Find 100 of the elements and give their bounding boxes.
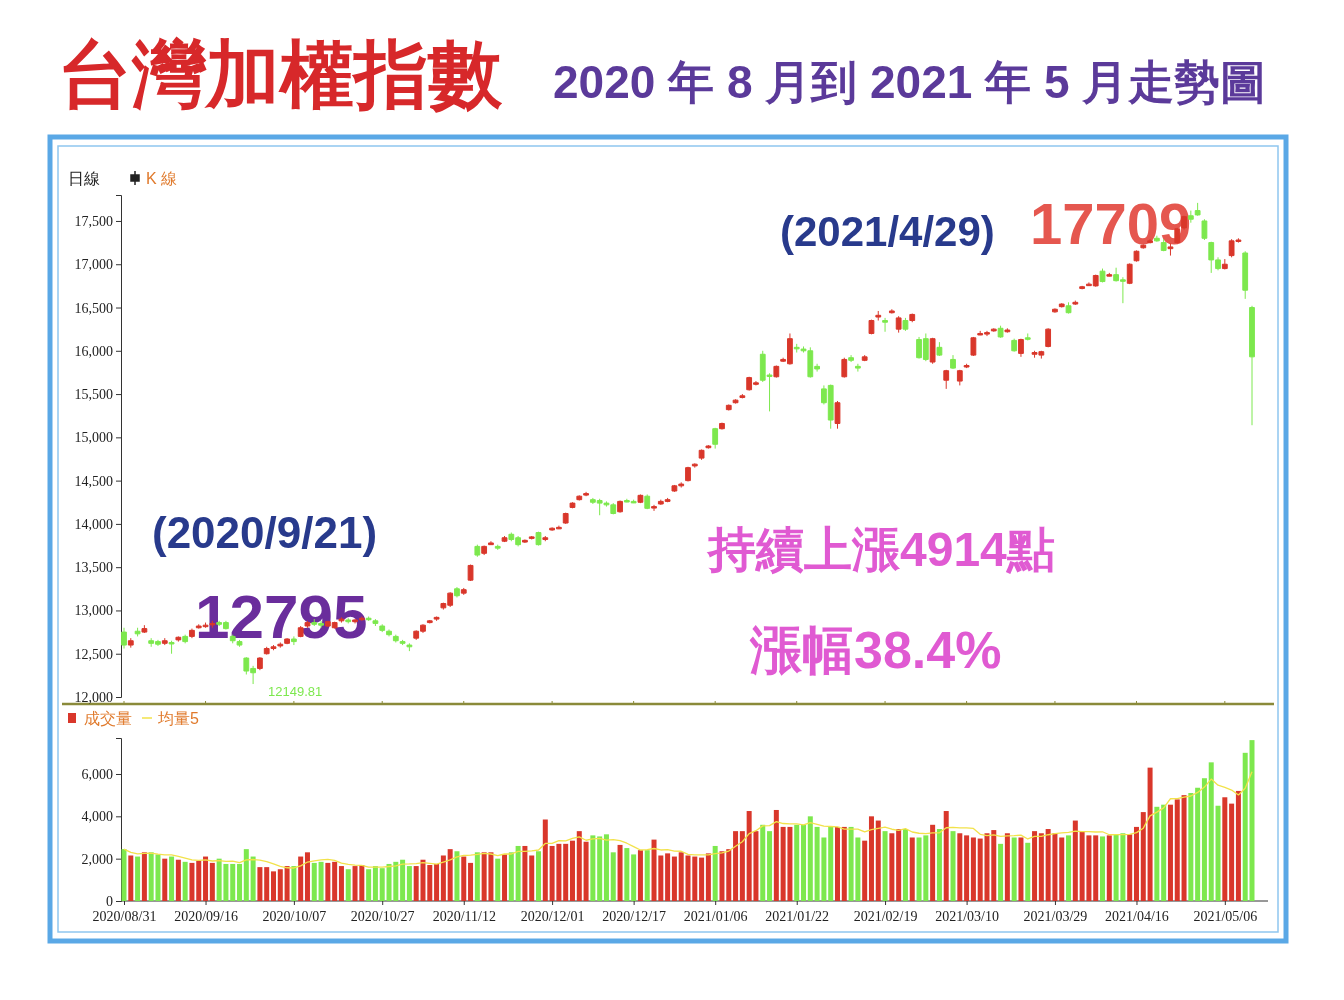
bar: [970, 837, 976, 901]
bar: [379, 868, 385, 901]
candlestick: [1058, 302, 1065, 309]
y-tick-label: 13,000: [74, 603, 113, 619]
bar: [1059, 837, 1065, 901]
bar: [1100, 836, 1106, 901]
candlestick: [1249, 305, 1255, 426]
candlestick: [929, 337, 936, 365]
bar: [1127, 834, 1133, 901]
bar: [277, 869, 283, 901]
bar: [868, 816, 874, 901]
candlestick: [1024, 332, 1031, 341]
candlestick: [651, 504, 657, 512]
candlestick: [882, 317, 888, 333]
annotation: (2021/4/29): [780, 208, 995, 255]
bar: [998, 843, 1004, 901]
x-tick-label: 2021/04/16: [1105, 908, 1169, 924]
x-tick-label: 2020/11/12: [432, 908, 496, 924]
bar: [345, 869, 351, 901]
candlestick: [161, 637, 168, 646]
candlestick: [522, 538, 528, 544]
x-tick-label: 2020/08/31: [92, 908, 157, 924]
y-tick-label: 4,000: [81, 809, 113, 825]
bar: [1195, 787, 1201, 901]
bar: [889, 833, 895, 901]
bar: [196, 860, 202, 901]
bar: [536, 851, 542, 901]
candlestick: [712, 427, 719, 450]
bar: [665, 853, 671, 901]
candlestick: [1221, 258, 1228, 270]
bar: [624, 848, 630, 901]
candlestick: [467, 564, 474, 582]
bar: [1201, 778, 1207, 901]
candlestick: [1004, 327, 1011, 334]
text: K 線: [146, 170, 178, 187]
bar: [1249, 740, 1255, 901]
candlestick: [189, 628, 195, 639]
line-series: [123, 771, 1253, 869]
bar: [699, 857, 705, 901]
y-tick-label: 6,000: [81, 766, 113, 782]
candlestick: [1106, 272, 1113, 277]
y-tick-label: 12,500: [74, 646, 113, 662]
bar: [637, 850, 643, 901]
candlestick: [732, 398, 739, 405]
bar: [237, 863, 243, 901]
candlestick: [257, 656, 263, 671]
candlestick: [1140, 243, 1147, 250]
bar: [474, 852, 480, 901]
x-tick-label: 2021/03/29: [1023, 908, 1088, 924]
candlestick: [297, 625, 304, 638]
bar: [169, 856, 175, 901]
candlestick: [854, 363, 861, 373]
candlestick: [501, 535, 508, 543]
y-tick-label: 12,000: [74, 689, 113, 705]
bar: [909, 837, 915, 901]
bar: [1140, 812, 1146, 901]
bar: [834, 826, 840, 901]
bar: [1038, 833, 1044, 901]
y-tick-label: 17,000: [74, 257, 113, 273]
bar: [726, 849, 732, 901]
candlestick: [528, 535, 535, 540]
bar: [964, 835, 970, 901]
bar: [440, 855, 446, 901]
candlestick: [1201, 218, 1208, 241]
bar: [298, 856, 304, 901]
candlestick: [488, 540, 494, 546]
candlestick: [1018, 338, 1024, 358]
bar: [1032, 831, 1038, 901]
bar: [338, 866, 344, 901]
candlestick: [304, 620, 311, 629]
bar: [902, 829, 908, 901]
bar: [773, 809, 779, 901]
bar: [121, 849, 127, 901]
bar: [427, 865, 433, 901]
candlestick: [739, 393, 746, 399]
bar: [957, 833, 963, 901]
x-tick-label: 2021/01/06: [683, 908, 748, 924]
y-tick-label: 16,000: [74, 343, 113, 359]
candlestick: [705, 444, 712, 450]
bar: [1208, 762, 1214, 901]
candlestick: [1242, 250, 1249, 300]
candlestick: [868, 319, 875, 335]
bar: [991, 830, 997, 901]
candlestick: [338, 616, 345, 624]
candlestick: [460, 587, 467, 596]
x-tick-label: 2020/10/07: [262, 908, 327, 924]
candlestick: [406, 642, 413, 652]
legend-title: 日線: [68, 170, 100, 187]
candlestick: [433, 616, 440, 622]
candlestick: [474, 544, 481, 558]
candlestick: [902, 317, 909, 332]
y-tick-label: 17,500: [74, 213, 113, 229]
candlestick: [399, 639, 406, 646]
bar: [1066, 835, 1072, 901]
annotation: 17709: [1030, 191, 1192, 256]
candlestick: [1133, 249, 1140, 263]
x-tick-label: 2020/09/16: [174, 908, 238, 924]
legend-label: 成交量: [84, 710, 132, 727]
candlestick: [963, 363, 970, 369]
bar: [318, 861, 324, 901]
